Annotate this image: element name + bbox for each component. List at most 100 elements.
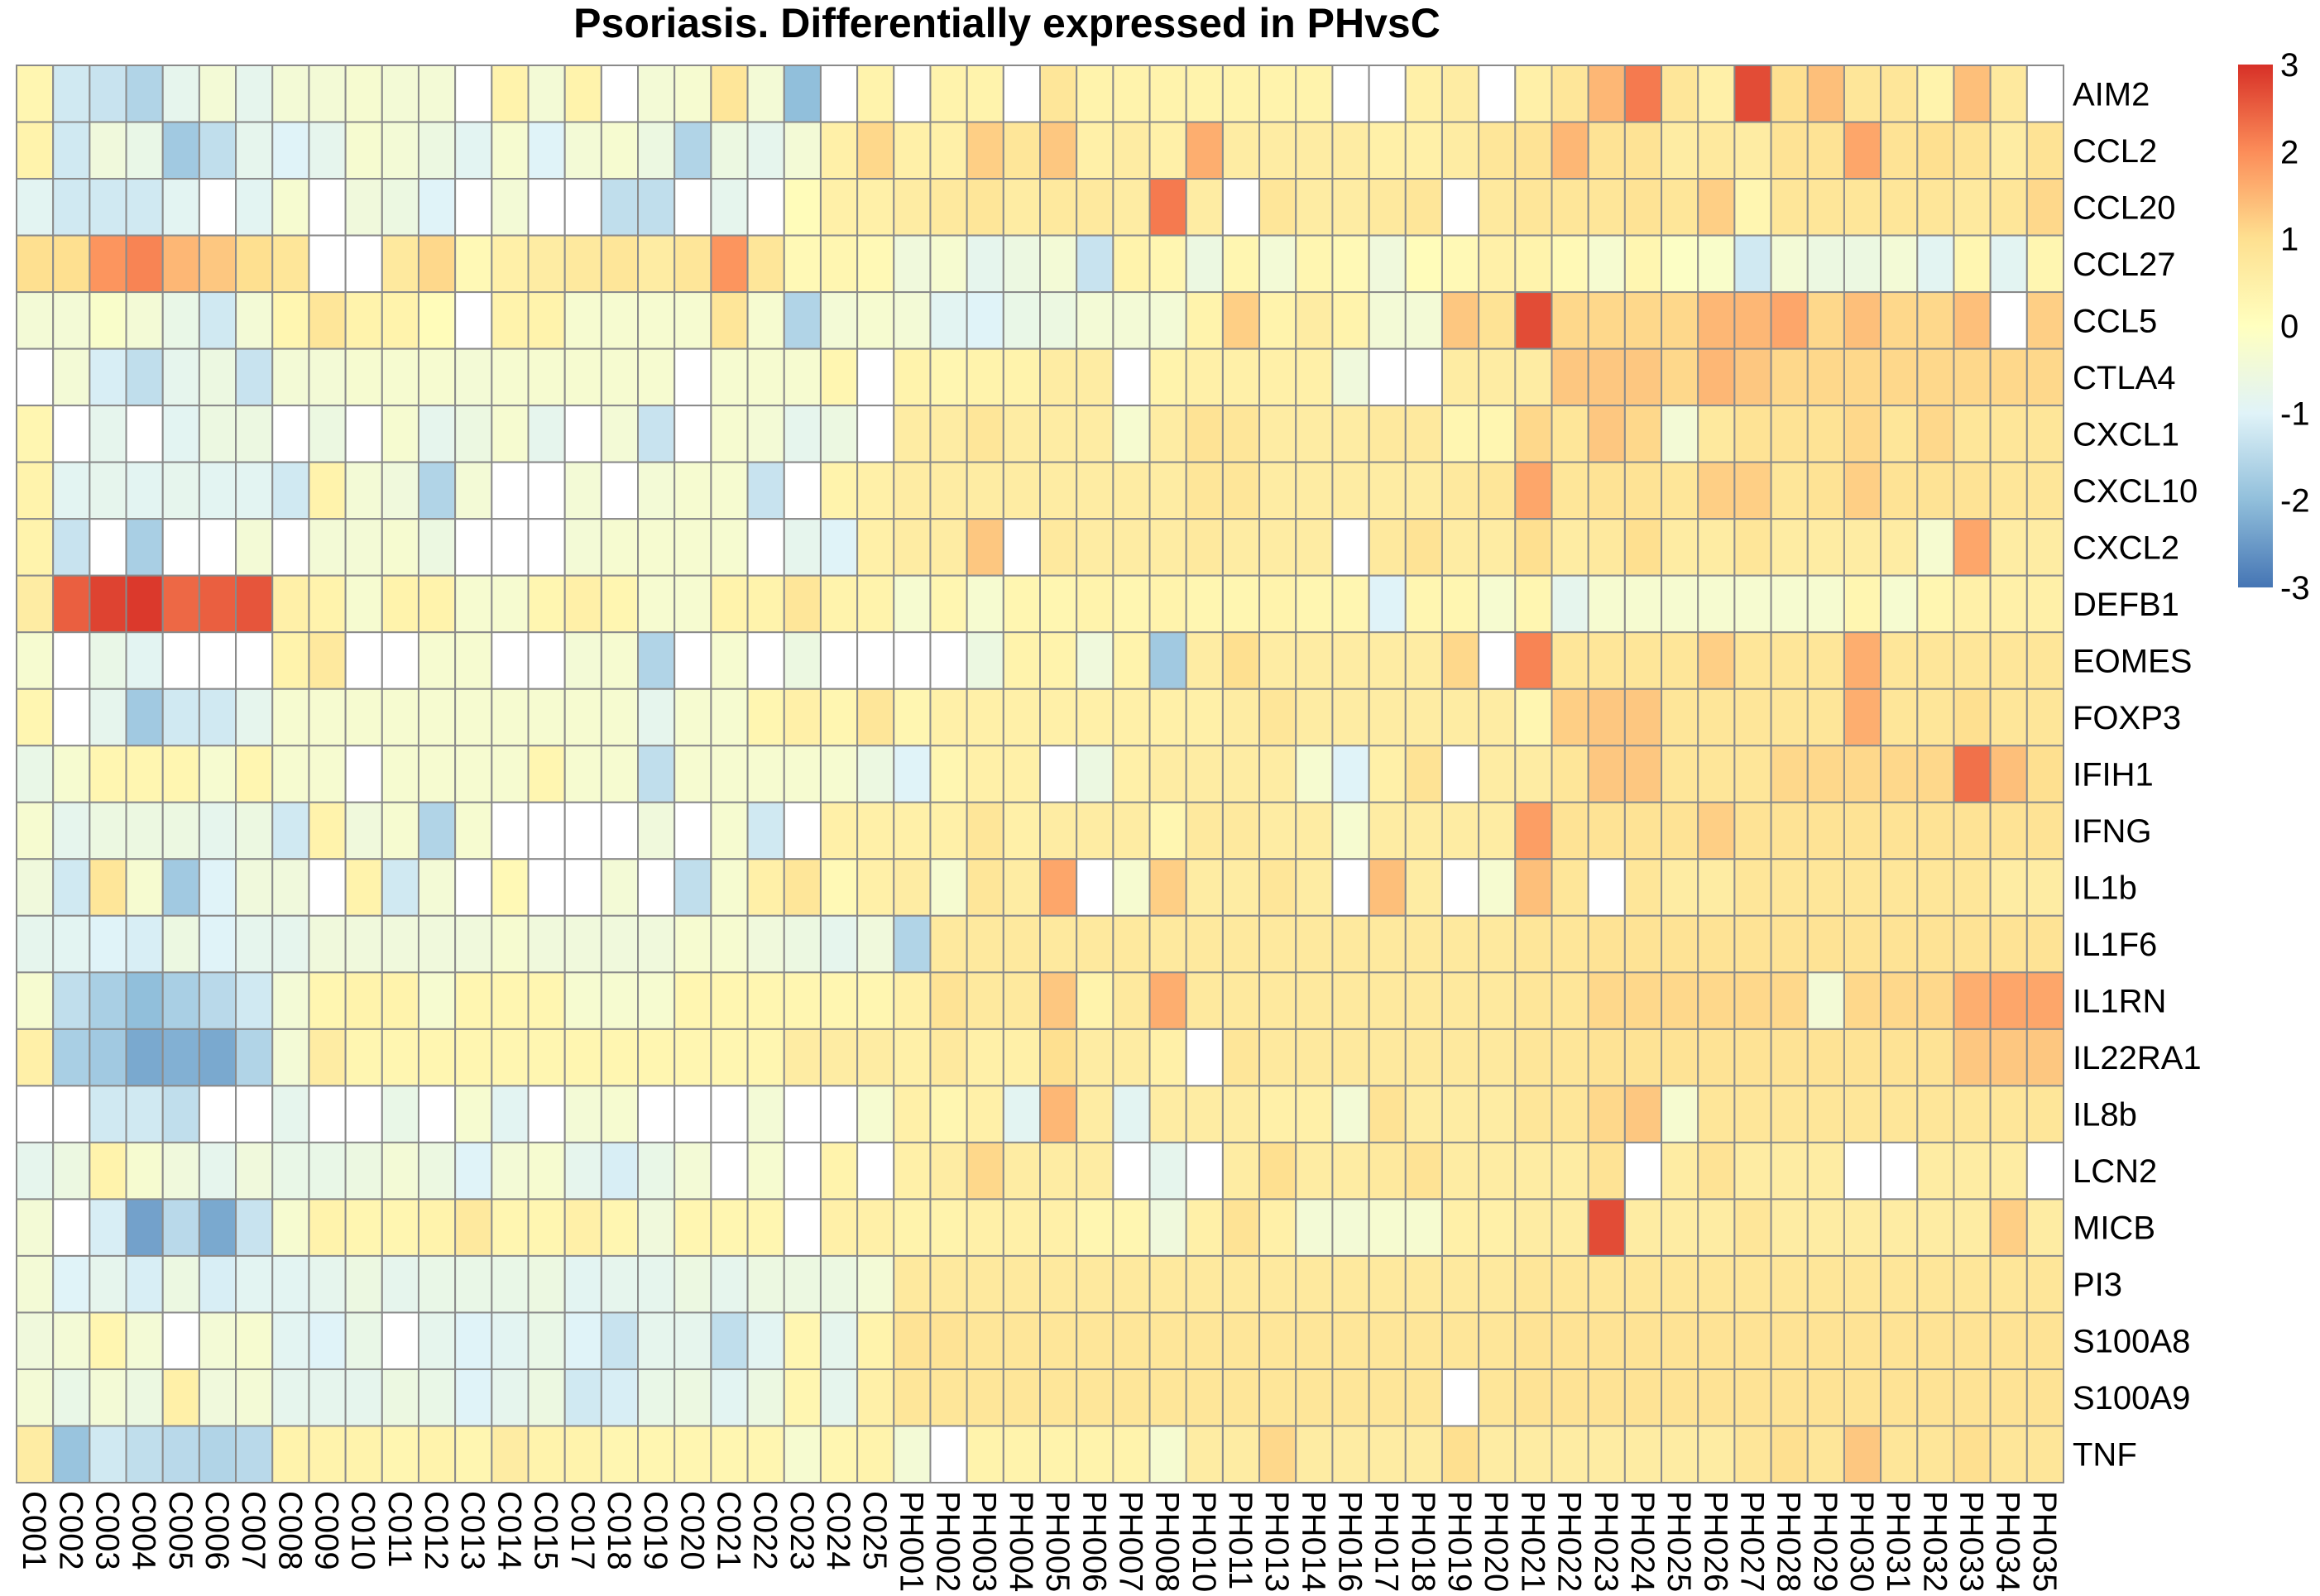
column-label: C024 bbox=[820, 1491, 856, 1570]
heatmap-cell bbox=[929, 858, 968, 917]
heatmap-cell bbox=[271, 178, 310, 237]
heatmap-cell bbox=[198, 234, 237, 294]
heatmap-cell bbox=[454, 858, 493, 917]
column-label: C017 bbox=[564, 1491, 601, 1570]
heatmap-cell bbox=[783, 1368, 822, 1427]
heatmap-cell bbox=[1916, 1198, 1955, 1257]
heatmap-cell bbox=[454, 1141, 493, 1201]
heatmap-cell bbox=[1185, 1254, 1224, 1314]
heatmap-cell bbox=[381, 631, 419, 690]
heatmap-cell bbox=[1514, 178, 1553, 237]
heatmap-cell bbox=[1770, 178, 1809, 237]
heatmap-cell bbox=[16, 1028, 55, 1087]
heatmap-cell bbox=[1623, 914, 1663, 974]
heatmap-cell bbox=[1258, 461, 1297, 520]
heatmap-cell bbox=[673, 65, 712, 123]
heatmap-cell bbox=[1440, 574, 1480, 634]
heatmap-cell bbox=[563, 121, 602, 180]
heatmap-cell bbox=[1331, 178, 1370, 237]
heatmap-cell bbox=[235, 518, 274, 577]
heatmap-cell bbox=[637, 1198, 676, 1257]
heatmap-cell bbox=[1989, 405, 2028, 463]
heatmap-cell bbox=[198, 405, 237, 463]
heatmap-cell bbox=[2025, 971, 2065, 1030]
heatmap-cell bbox=[527, 121, 566, 180]
heatmap-cell bbox=[1551, 1141, 1589, 1201]
heatmap-cell bbox=[2025, 65, 2065, 123]
heatmap-cell bbox=[1697, 461, 1736, 520]
heatmap-cell bbox=[1295, 745, 1334, 803]
heatmap-cell bbox=[344, 914, 383, 974]
heatmap-cell bbox=[673, 1198, 712, 1257]
heatmap-cell bbox=[966, 1198, 1004, 1257]
heatmap-cell bbox=[929, 234, 968, 294]
heatmap-cell bbox=[1331, 1368, 1370, 1427]
heatmap-cell bbox=[1404, 574, 1443, 634]
heatmap-cell bbox=[161, 574, 200, 634]
heatmap-cell bbox=[1880, 1028, 1919, 1087]
heatmap-cell bbox=[2025, 1028, 2065, 1087]
heatmap-cell bbox=[1661, 858, 1699, 917]
heatmap-cell bbox=[856, 574, 895, 634]
heatmap-cell bbox=[966, 405, 1004, 463]
heatmap-cell bbox=[1551, 688, 1589, 747]
heatmap-cell bbox=[1076, 347, 1114, 407]
heatmap-cell bbox=[1733, 745, 1772, 803]
heatmap-cell bbox=[1076, 745, 1114, 803]
heatmap-cell bbox=[1770, 914, 1809, 974]
heatmap-cell bbox=[1916, 1085, 1955, 1143]
heatmap-cell bbox=[527, 405, 566, 463]
heatmap-cell bbox=[1258, 178, 1297, 237]
heatmap-cell bbox=[1258, 65, 1297, 123]
heatmap-cell bbox=[308, 574, 347, 634]
heatmap-cell bbox=[89, 178, 127, 237]
heatmap-cell bbox=[819, 178, 859, 237]
heatmap-cell bbox=[1623, 801, 1663, 860]
heatmap-cell bbox=[1697, 65, 1736, 123]
heatmap-cell bbox=[1587, 461, 1626, 520]
heatmap-cell bbox=[746, 461, 785, 520]
heatmap-cell bbox=[271, 405, 310, 463]
heatmap-cell bbox=[1404, 1368, 1443, 1427]
heatmap-cell bbox=[1916, 234, 1955, 294]
heatmap-cell bbox=[600, 121, 640, 180]
heatmap-cell bbox=[819, 518, 859, 577]
column-label: PH017 bbox=[1369, 1491, 1405, 1592]
heatmap-cell bbox=[1404, 688, 1443, 747]
heatmap-cell bbox=[563, 405, 602, 463]
heatmap-cell bbox=[52, 1368, 91, 1427]
heatmap-cell bbox=[673, 1254, 712, 1314]
heatmap-cell bbox=[1880, 1425, 1919, 1483]
heatmap-cell bbox=[673, 347, 712, 407]
heatmap-cell bbox=[1843, 914, 1882, 974]
heatmap-cell bbox=[1039, 291, 1078, 350]
heatmap-cell bbox=[563, 347, 602, 407]
heatmap-cell bbox=[271, 1425, 310, 1483]
heatmap-cell bbox=[1148, 65, 1187, 123]
heatmap-cell bbox=[1185, 801, 1224, 860]
heatmap-cell bbox=[893, 1311, 932, 1370]
heatmap-cell bbox=[16, 631, 55, 690]
heatmap-cell bbox=[1295, 461, 1334, 520]
legend-tick-label: 3 bbox=[2280, 47, 2298, 84]
heatmap-cell bbox=[1076, 291, 1114, 350]
heatmap-cell bbox=[52, 121, 91, 180]
heatmap-cell bbox=[271, 631, 310, 690]
heatmap-cell bbox=[491, 858, 530, 917]
heatmap-cell bbox=[637, 461, 676, 520]
heatmap-cell bbox=[563, 1085, 602, 1143]
heatmap-cell bbox=[1440, 1085, 1480, 1143]
heatmap-cell bbox=[783, 1311, 822, 1370]
heatmap-cell bbox=[637, 1311, 676, 1370]
heatmap-cell bbox=[819, 65, 859, 123]
heatmap-cell bbox=[1368, 574, 1407, 634]
heatmap-cell bbox=[929, 1085, 968, 1143]
heatmap-cell bbox=[1221, 461, 1261, 520]
heatmap-cell bbox=[637, 121, 676, 180]
heatmap-cell bbox=[271, 574, 310, 634]
heatmap-cell bbox=[856, 291, 895, 350]
heatmap-cell bbox=[1697, 574, 1736, 634]
heatmap-cell bbox=[271, 65, 310, 123]
heatmap-cell bbox=[527, 1085, 566, 1143]
heatmap-cell bbox=[344, 234, 383, 294]
